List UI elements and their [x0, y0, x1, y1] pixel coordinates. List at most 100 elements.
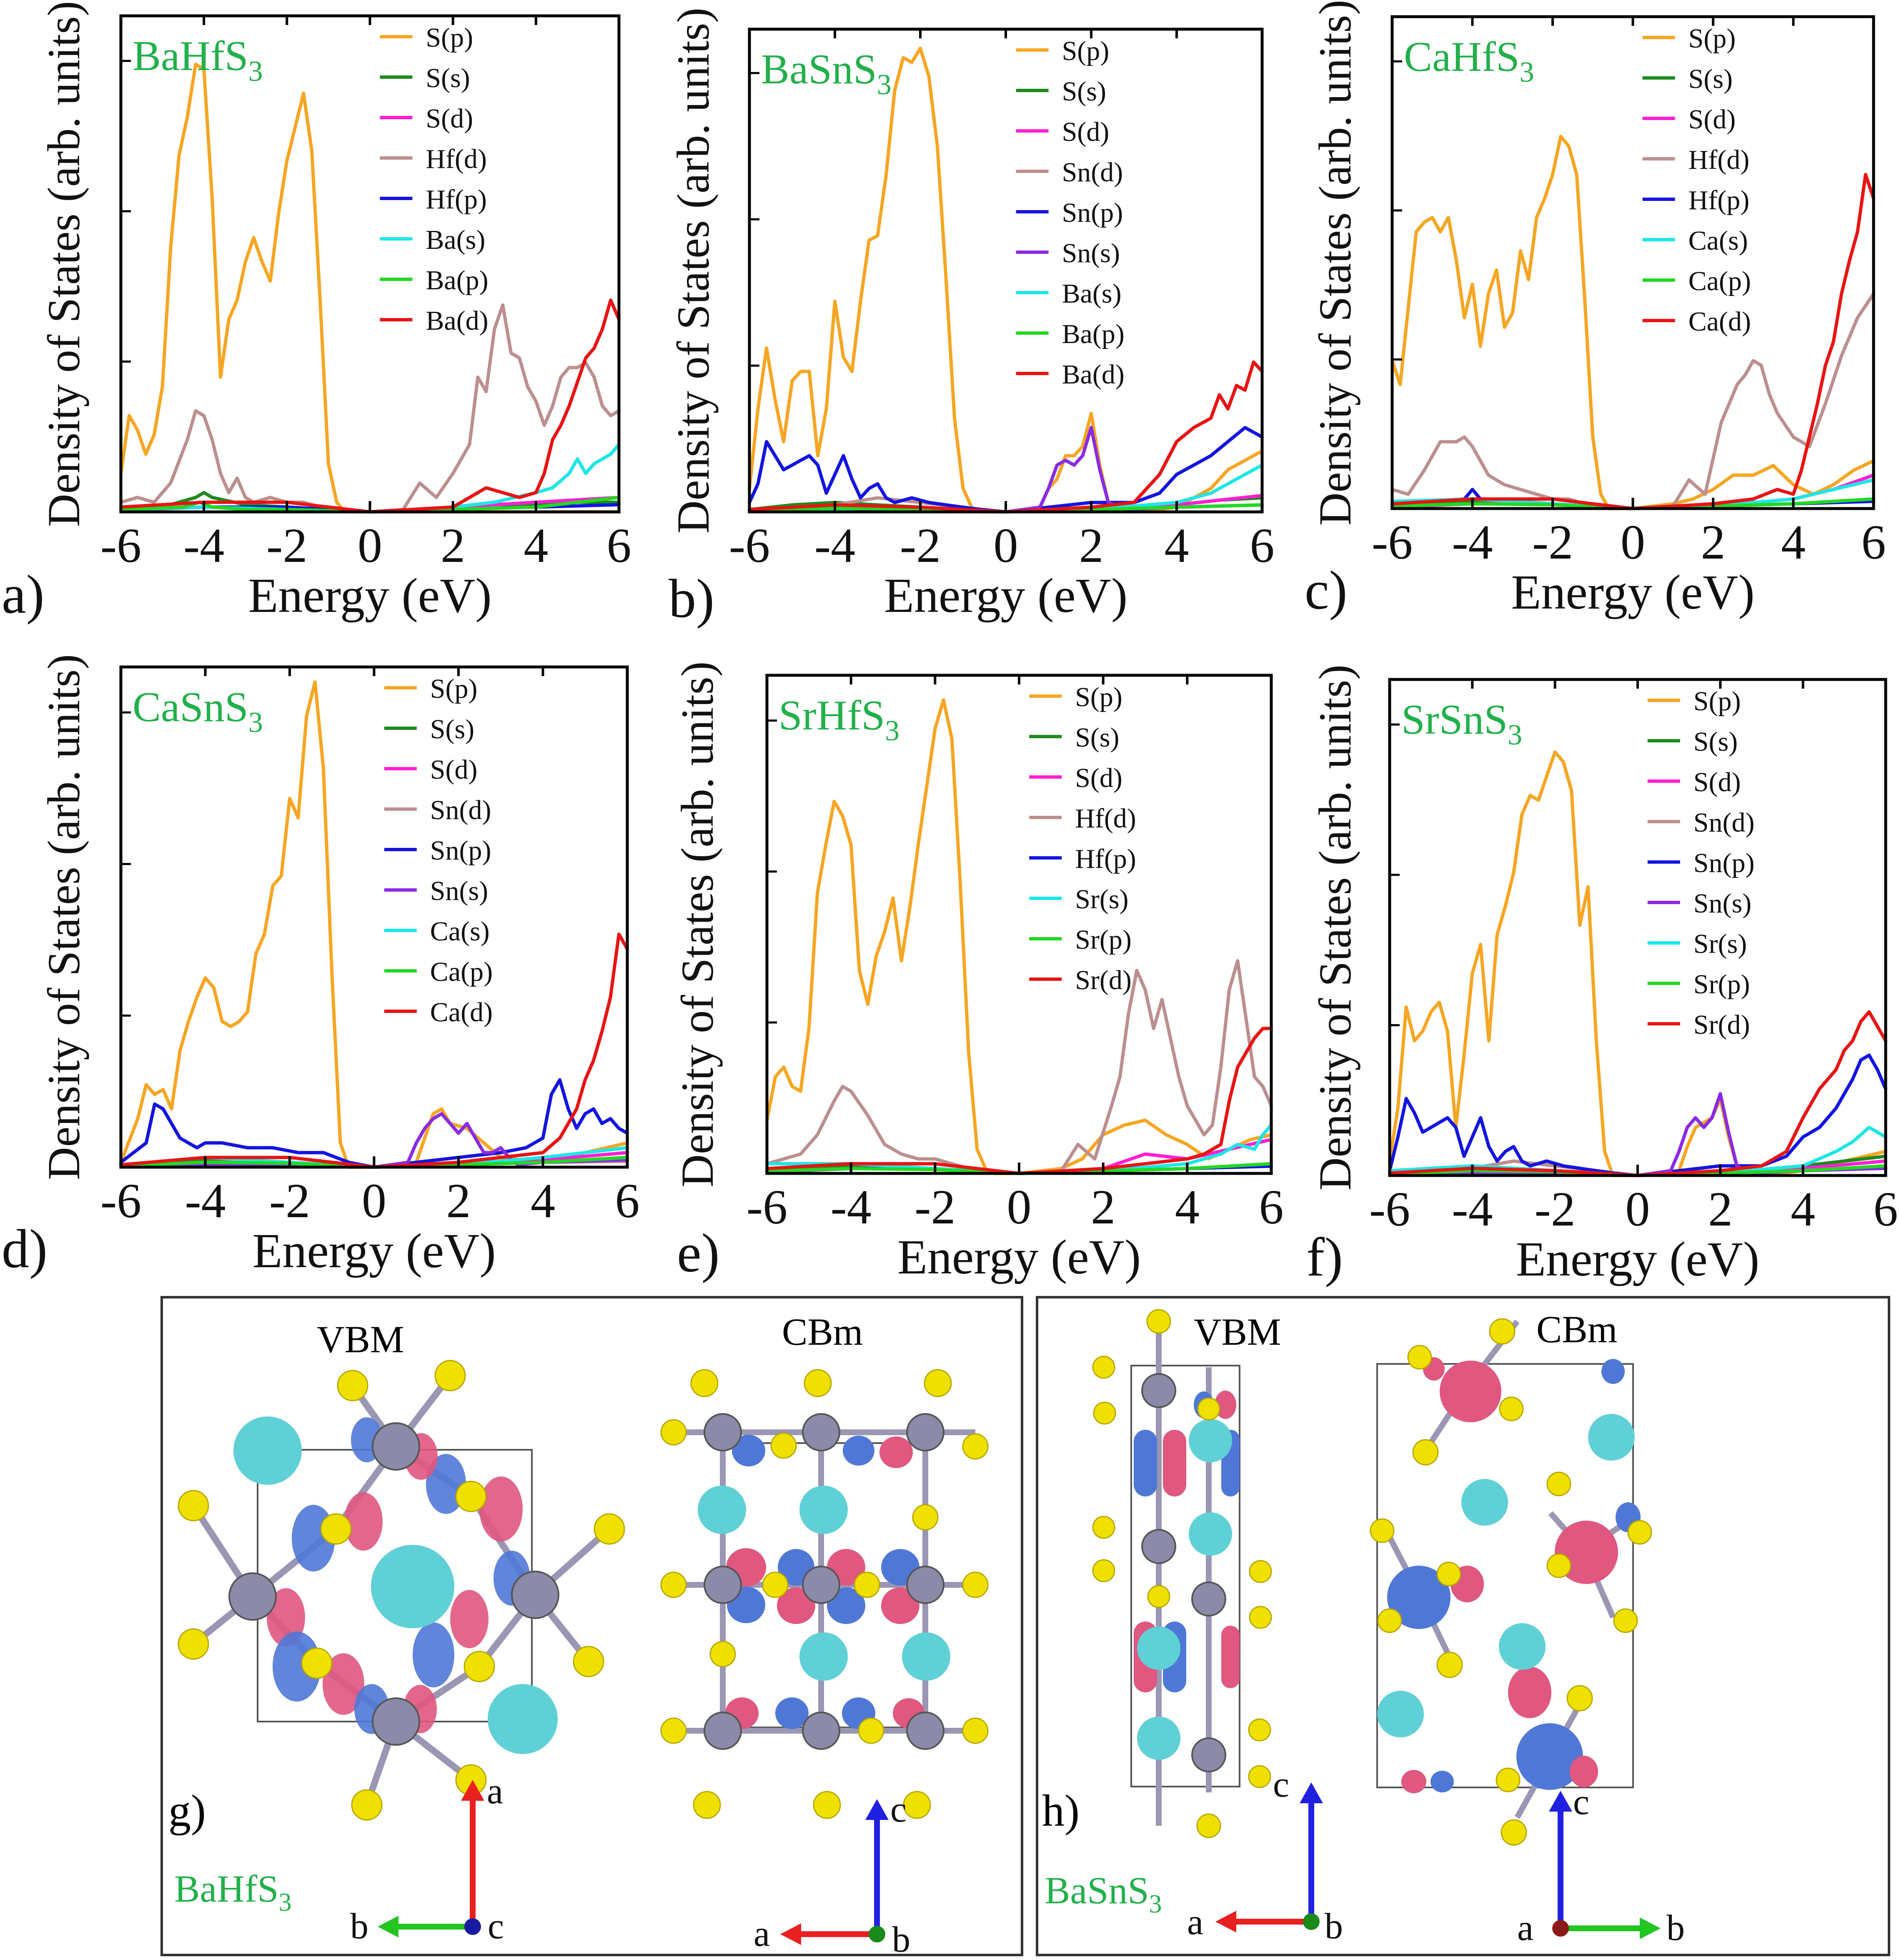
legend-label: Ba(p) [426, 265, 488, 296]
x-tick-label: 6 [607, 518, 631, 573]
axis-origin [869, 1926, 885, 1942]
x-tick-label: 2 [446, 1173, 471, 1228]
legend-label: S(s) [1694, 727, 1738, 757]
series-line-Sr(d) [765, 1027, 1273, 1175]
atom-s [854, 1572, 880, 1598]
atom-s [1092, 1356, 1115, 1379]
x-axis-label: Energy (eV) [248, 568, 491, 623]
atom-s [594, 1513, 625, 1545]
x-tick-label: -4 [185, 1173, 225, 1228]
lobe-positive [1508, 1667, 1551, 1718]
panel-h-vbm-structure [1092, 1309, 1272, 1838]
dos-panel-b: -6 -4 -2 0 2 4 6 Energy (eV) Density of States (… [668, 8, 1275, 629]
atom-ba [1499, 1623, 1546, 1670]
legend-label: S(s) [426, 63, 470, 93]
orbital-lobes [725, 1435, 924, 1729]
panel-g-letter: g) [168, 1786, 206, 1836]
axis-label-left: a [1187, 1902, 1203, 1942]
atom-s [1499, 1396, 1524, 1421]
axis-label-center: b [892, 1920, 910, 1960]
legend-label: S(d) [1694, 767, 1741, 797]
atom-s [1496, 1767, 1521, 1792]
legend-label: Sn(s) [1062, 238, 1120, 268]
s-atoms [660, 1369, 989, 1819]
x-tick-label: 0 [362, 1173, 386, 1228]
axis-arrow-up-head [865, 1799, 889, 1820]
panel-h-compound-name: BaSnS [1045, 1869, 1149, 1912]
series-line-S(p) [119, 63, 621, 514]
axis-arrow-up-head [461, 1780, 484, 1801]
x-tick-label: 0 [1626, 1182, 1650, 1236]
panel-h-compound-sub: 3 [1149, 1890, 1162, 1918]
atom-s [858, 1717, 884, 1744]
lobe-positive [450, 1590, 489, 1648]
atom-s [1546, 1553, 1571, 1578]
atom-s [1370, 1518, 1395, 1543]
dos-charts: -6 -4 -2 0 2 4 6 Energy (eV) Density of States (… [2, 0, 1898, 1288]
s-atoms [1092, 1309, 1272, 1838]
panel-h-vbm-title: VBM [1194, 1311, 1281, 1353]
x-tick-label: -2 [900, 518, 941, 573]
x-axis-label: Energy (eV) [897, 1230, 1141, 1284]
compound-subscript: 3 [885, 715, 899, 747]
atom-ba [698, 1486, 746, 1534]
x-tick-label: 4 [1165, 518, 1189, 573]
panel-g-cbm-title: CBm [782, 1311, 863, 1353]
legend-label: Sn(d) [1694, 807, 1755, 838]
atom-ba [1377, 1691, 1424, 1737]
lobe-positive [1215, 1391, 1236, 1419]
panel-letter: c) [1305, 559, 1348, 621]
legend-label: Ca(d) [430, 997, 493, 1028]
legend-label: Ba(d) [1062, 359, 1125, 390]
axis-arrow-left-head [378, 1916, 398, 1937]
legend-label: Sr(p) [1694, 969, 1750, 1000]
panel-g-cbm-structure [660, 1369, 989, 1819]
y-axis-label: Density of States (arb. units) [672, 662, 723, 1188]
atom-s [903, 1791, 931, 1819]
hf-atoms [228, 1422, 559, 1746]
series-line-Hf(d) [765, 959, 1273, 1175]
atom-hf [802, 1566, 840, 1604]
legend-label: S(d) [1689, 104, 1736, 135]
atom-s [1436, 1652, 1463, 1678]
panel-g: VBM CBm g) BaHfS3 [160, 1296, 1023, 1960]
x-tick-label: -4 [183, 518, 224, 573]
x-tick-label: 6 [1259, 1180, 1284, 1234]
lobe-positive [1440, 1361, 1501, 1422]
series-line-S(p) [748, 47, 1264, 514]
atom-s [660, 1717, 687, 1744]
series-line-S(p) [1388, 750, 1887, 1177]
dos-panel-f: -6 -4 -2 0 2 4 6 Energy (eV) Density of States (… [1306, 664, 1898, 1288]
atom-ba [1137, 1627, 1180, 1670]
y-axis-label: Density of States (arb. units) [668, 8, 719, 534]
legend-label: Sn(p) [430, 835, 491, 866]
atom-hf [511, 1571, 559, 1619]
x-tick-label: -6 [1369, 1182, 1410, 1236]
atom-ba [371, 1545, 454, 1628]
series-line-Ca(d) [119, 932, 629, 1169]
ba-atoms [1137, 1419, 1232, 1760]
lobe-positive [1163, 1430, 1186, 1496]
x-tick-label: 4 [1791, 1182, 1815, 1236]
atom-sn [1141, 1529, 1176, 1564]
legend-label: Ca(s) [430, 916, 490, 947]
atom-s [962, 1717, 989, 1744]
ba-atoms [698, 1486, 950, 1681]
legend-label: Sr(s) [1075, 884, 1128, 915]
atom-s [962, 1433, 989, 1460]
atom-s [455, 1481, 487, 1512]
atom-s [1196, 1813, 1221, 1838]
series-line-Sr(d) [1388, 1010, 1887, 1177]
axis-label-center: b [1325, 1906, 1343, 1947]
atom-s [1248, 1718, 1271, 1742]
hf-atoms [704, 1413, 944, 1750]
x-axis-label: Energy (eV) [252, 1223, 496, 1278]
atom-s [178, 1490, 209, 1521]
legend-label: Sn(s) [430, 876, 488, 906]
atom-s [962, 1572, 989, 1598]
atom-ba [1137, 1717, 1180, 1760]
lobe-positive [879, 1436, 913, 1468]
x-tick-label: -2 [266, 518, 307, 573]
ba-atoms [1377, 1414, 1635, 1737]
legend-label: Ba(p) [1062, 319, 1125, 349]
